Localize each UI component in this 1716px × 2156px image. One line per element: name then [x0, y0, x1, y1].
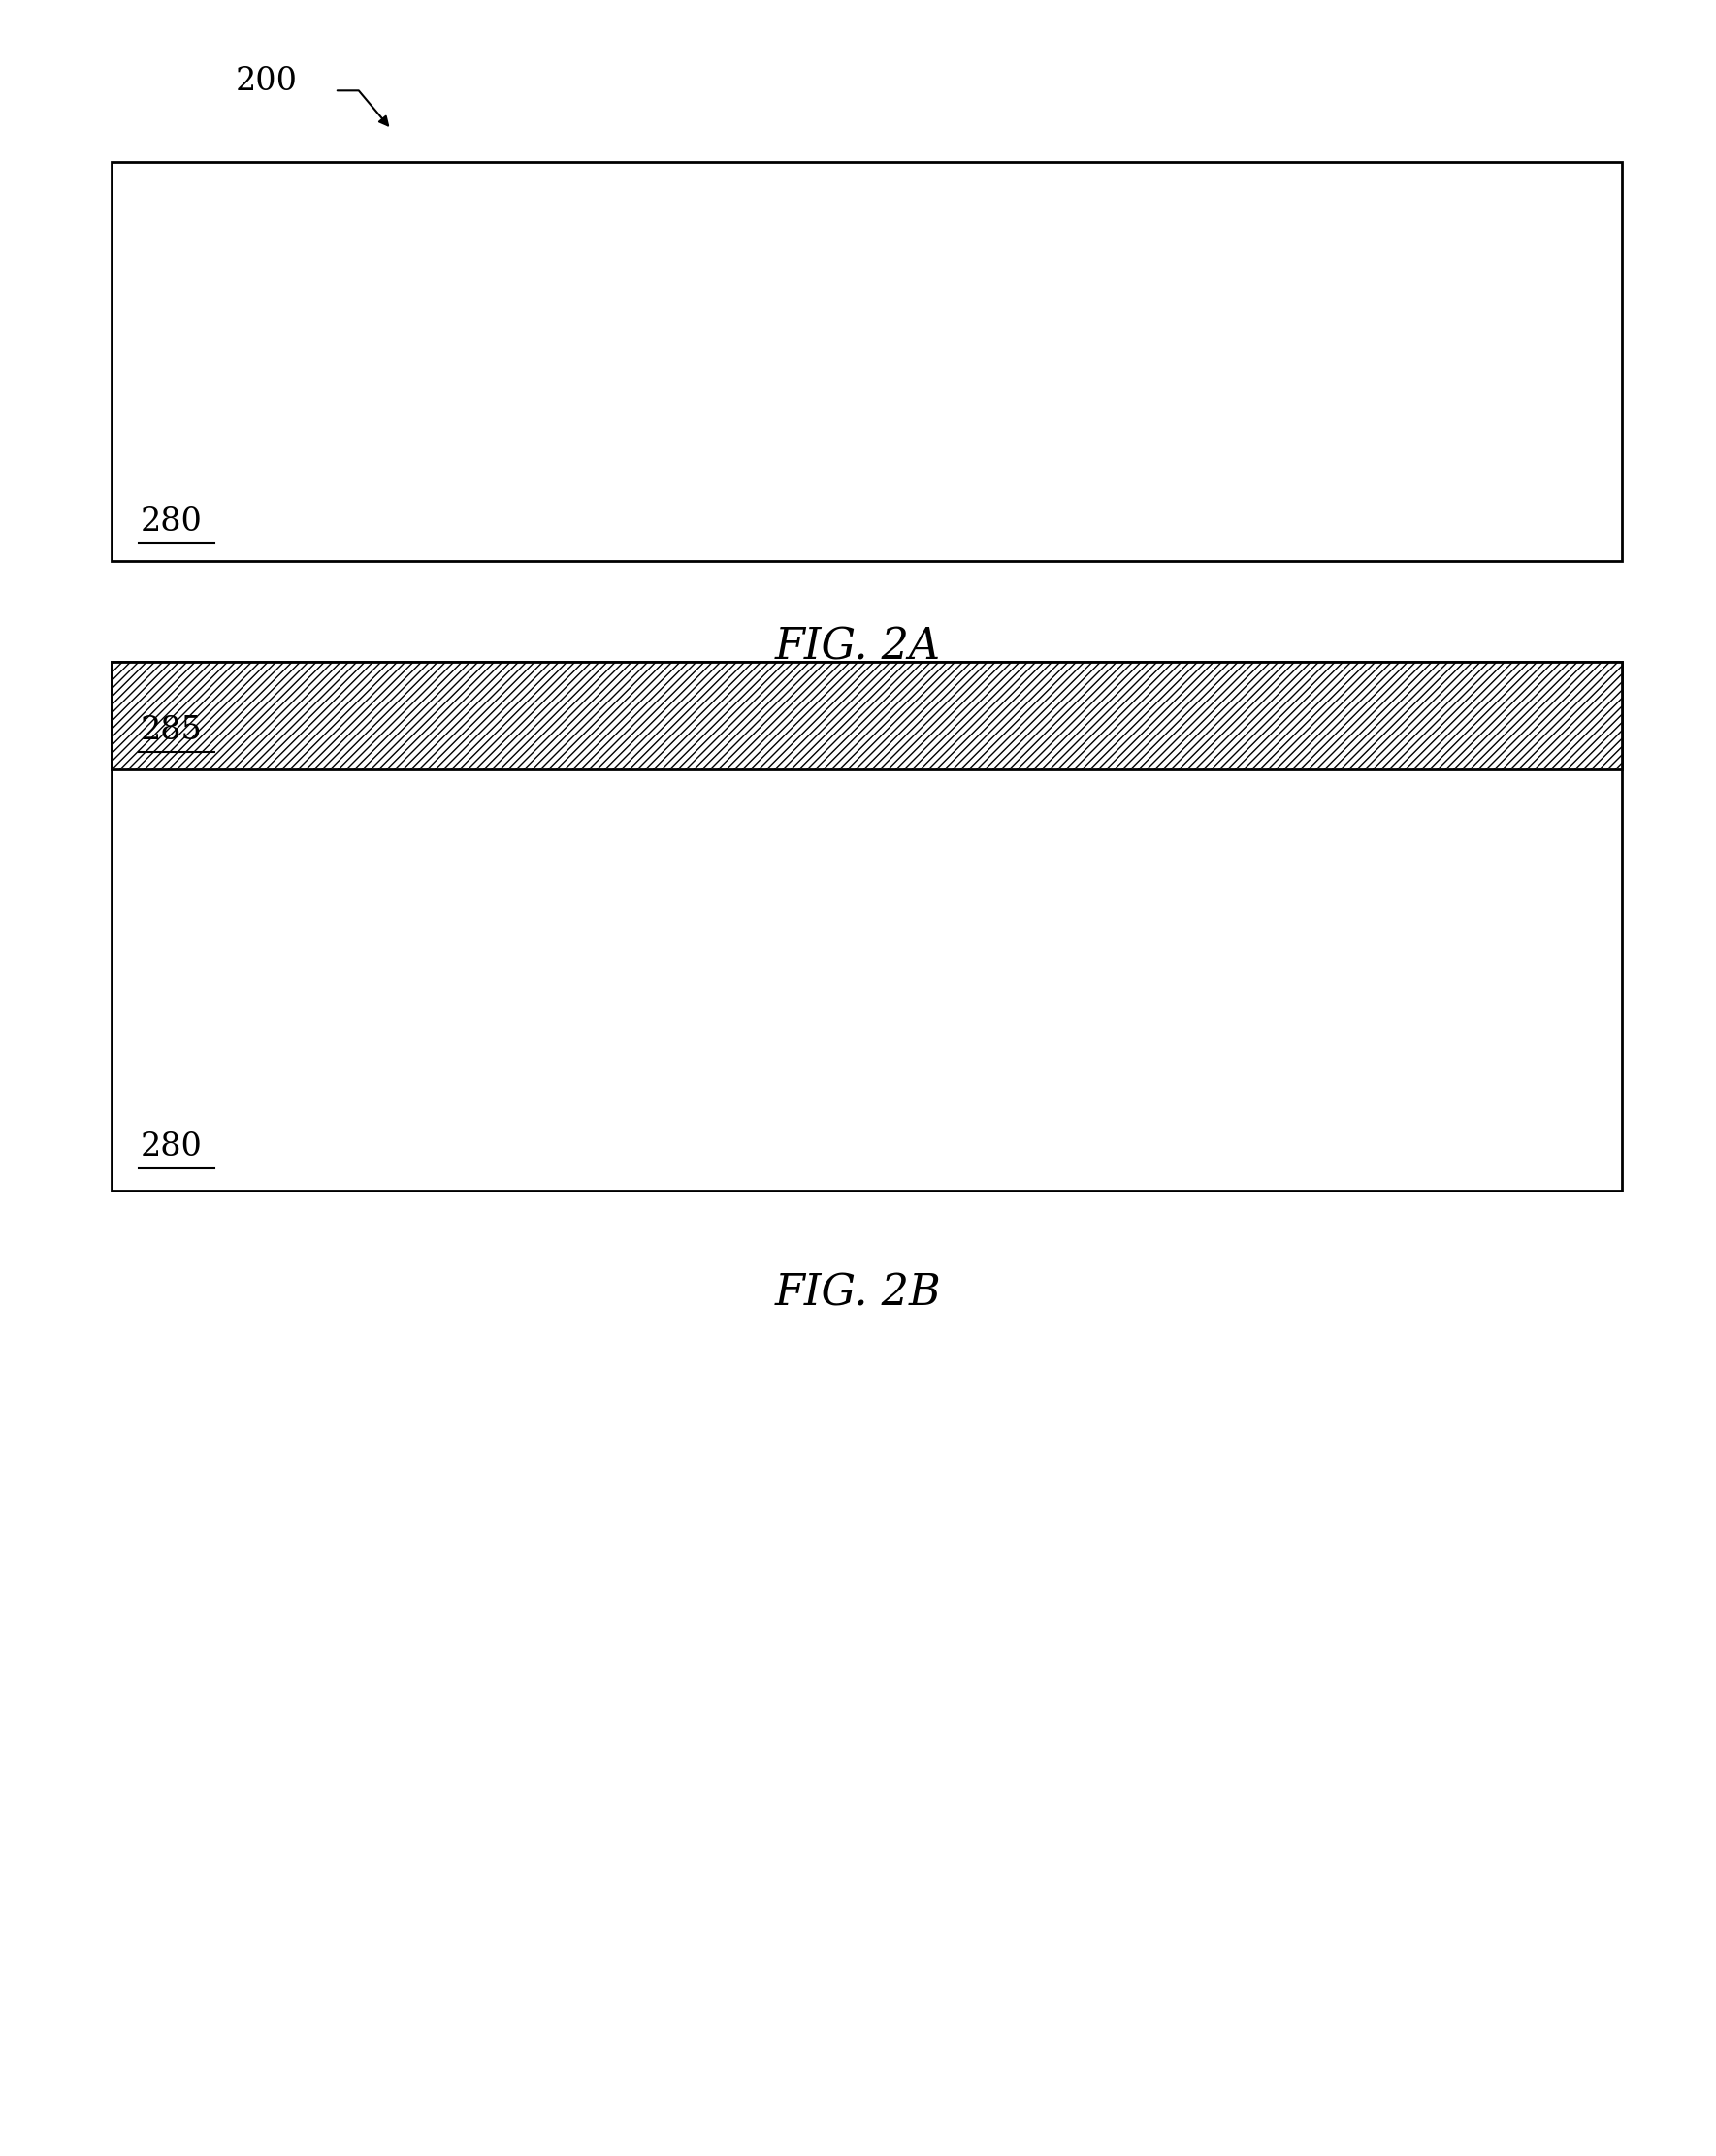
- Bar: [112, 662, 1622, 1190]
- Text: FIG. 2B: FIG. 2B: [774, 1272, 942, 1315]
- Text: FIG. 2A: FIG. 2A: [776, 625, 940, 668]
- Text: 280: 280: [141, 507, 202, 537]
- Text: 285: 285: [141, 716, 202, 746]
- Text: 200: 200: [235, 67, 297, 97]
- Bar: [112, 662, 1622, 770]
- Text: 280: 280: [141, 1132, 202, 1162]
- Bar: [112, 162, 1622, 561]
